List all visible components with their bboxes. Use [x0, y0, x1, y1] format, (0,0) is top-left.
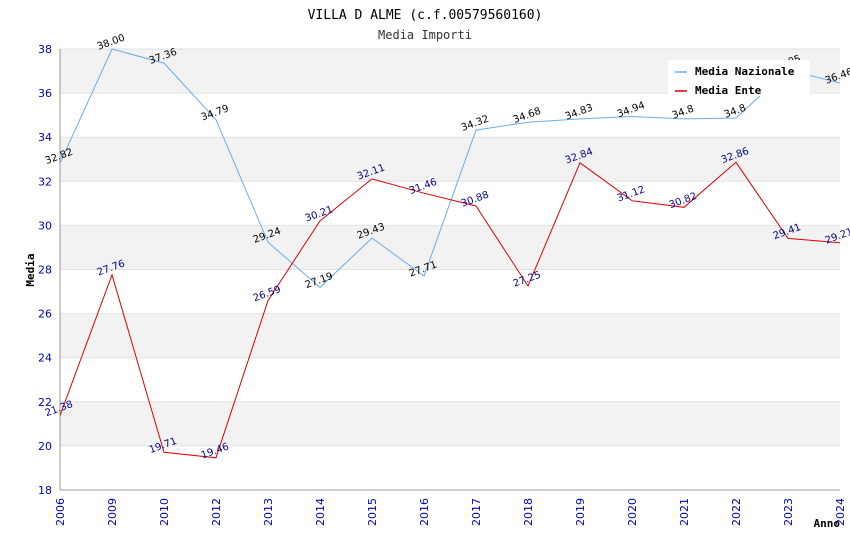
legend-box [668, 60, 810, 96]
x-tick-label: 2015 [366, 498, 379, 526]
y-tick-label: 30 [38, 219, 52, 232]
y-tick-label: 24 [38, 352, 52, 365]
x-tick-label: 2016 [418, 498, 431, 526]
y-tick-label: 38 [38, 43, 52, 56]
plot-band [60, 269, 840, 314]
chart-subtitle: Media Importi [378, 28, 472, 42]
x-tick-label: 2012 [210, 498, 223, 526]
x-tick-label: 2024 [834, 498, 847, 526]
x-tick-label: 2013 [262, 498, 275, 526]
plot-band [60, 93, 840, 138]
plot-background [60, 49, 840, 490]
x-tick-label: 2009 [106, 498, 119, 526]
plot-band [60, 401, 840, 446]
x-tick-label: 2010 [158, 498, 171, 526]
x-axis-label: Anno [814, 517, 841, 530]
y-tick-label: 18 [38, 484, 52, 497]
x-axis-ticks: 2006 2009 2010 2012 2013 2014 2015 2016 2017 2018… [54, 498, 847, 526]
x-tick-label: 2014 [314, 498, 327, 526]
axes [59, 49, 840, 491]
series-line-ente [59, 161, 841, 459]
plot-band [60, 137, 840, 182]
y-tick-label: 28 [38, 264, 52, 277]
x-tick-label: 2019 [574, 498, 587, 526]
x-tick-label: 2018 [522, 498, 535, 526]
y-tick-label: 22 [38, 396, 52, 409]
y-axis-ticks: 18 20 22 24 26 28 30 32 34 36 38 [38, 43, 52, 497]
legend-label-nazionale: Media Nazionale [695, 65, 795, 78]
x-tick-label: 2021 [678, 498, 691, 526]
chart-title: VILLA D ALME (c.f.00579560160) [308, 8, 543, 23]
x-tick-label: 2020 [626, 498, 639, 526]
x-tick-label: 2023 [782, 498, 795, 526]
x-tick-label: 2006 [54, 498, 67, 526]
y-axis-label: Media [24, 253, 37, 286]
y-tick-label: 34 [38, 131, 52, 144]
y-tick-label: 36 [38, 87, 52, 100]
y-tick-label: 32 [38, 175, 52, 188]
chart-legend: Media Nazionale Media Ente [668, 60, 810, 97]
y-tick-label: 20 [38, 440, 52, 453]
plot-band [60, 357, 840, 402]
series-lines [59, 48, 841, 459]
y-tick-label: 26 [38, 308, 52, 321]
x-tick-label: 2022 [730, 498, 743, 526]
plot-band [60, 313, 840, 358]
legend-label-ente: Media Ente [695, 84, 762, 97]
x-tick-label: 2017 [470, 498, 483, 526]
plot-band [60, 225, 840, 270]
series-line-nazionale [59, 48, 841, 289]
plot-band [60, 445, 840, 490]
